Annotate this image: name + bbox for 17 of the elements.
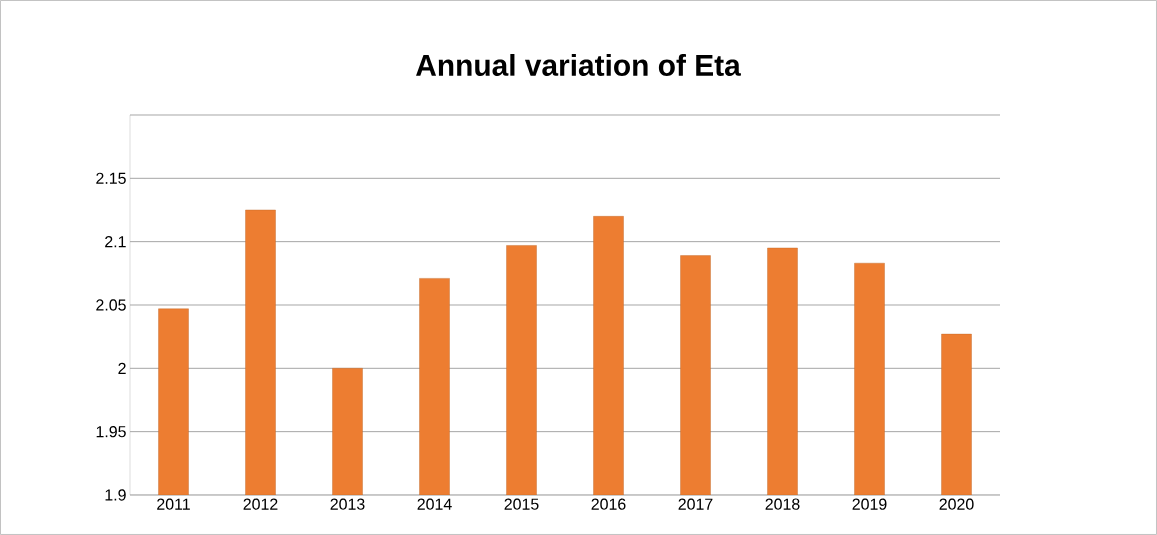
y-tick-label: 1.95 [96,426,126,438]
y-tick-label: 1.9 [105,489,126,501]
x-tick-label: 2020 [939,498,974,510]
y-tick-label: 2.15 [96,172,126,184]
x-tick-label: 2017 [678,498,713,510]
x-tick-label: 2018 [765,498,800,510]
y-tick-label: 2.05 [96,299,126,311]
x-tick-label: 2014 [417,498,452,510]
x-tick-label: 2015 [504,498,539,510]
x-tick-label: 2013 [330,498,365,510]
x-tick-label: 2012 [243,498,278,510]
x-tick-label: 2016 [591,498,626,510]
x-tick-label: 2011 [157,498,190,510]
chart-title: Annual variation of Eta [416,54,741,76]
x-tick-label: 2019 [852,498,887,510]
y-tick-label: 2.1 [105,236,126,248]
y-tick-label: 2 [118,362,126,374]
